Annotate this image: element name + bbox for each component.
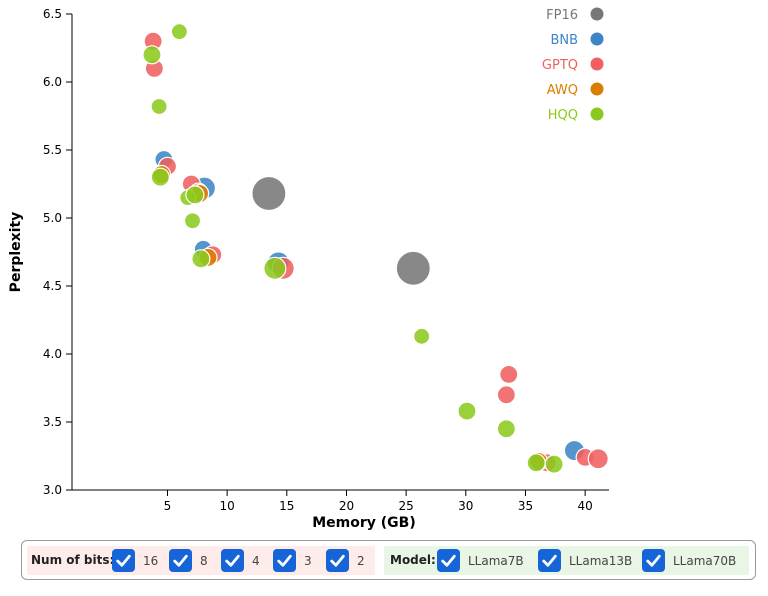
y-tick-label: 5.5 (43, 143, 62, 157)
point-hqq[interactable] (263, 256, 287, 280)
point-hqq[interactable] (150, 97, 168, 116)
y-tick-label: 4.0 (43, 347, 62, 361)
x-tick-label: 35 (518, 499, 533, 513)
bits-8-label: 8 (200, 553, 208, 568)
bits-2-label: 2 (357, 553, 365, 568)
legend: FP16 BNB GPTQ AWQ HQQ (542, 7, 604, 123)
point-hqq[interactable] (142, 45, 162, 65)
model-option-llama70b[interactable]: LLama70B (642, 547, 736, 574)
points-layer (142, 23, 609, 474)
bits-option-4[interactable]: 4 (221, 547, 260, 574)
point-hqq[interactable] (191, 249, 211, 269)
x-tick-label: 10 (219, 499, 234, 513)
y-tick-label: 3.5 (43, 415, 62, 429)
point-hqq[interactable] (150, 167, 170, 187)
y-tick-label: 6.5 (43, 7, 62, 21)
llama13b-label: LLama13B (569, 553, 633, 568)
point-gptq[interactable] (499, 364, 519, 384)
scatter-chart: 3.0 3.5 4.0 4.5 5.0 5.5 6.0 6.5 5 10 15 20 25 30 35 40… (8, 7, 609, 531)
x-axis-ticks: 5 10 15 20 25 30 35 40 (164, 490, 593, 513)
legend-label-fp16: FP16 (546, 8, 578, 23)
llama13b-checkbox[interactable] (538, 549, 561, 572)
bits-4-label: 4 (252, 553, 260, 568)
legend-label-gptq: GPTQ (542, 58, 578, 73)
point-hqq[interactable] (544, 454, 564, 474)
checkmark-icon (542, 554, 557, 567)
checkmark-icon (646, 554, 661, 567)
x-axis-title: Memory (GB) (312, 515, 416, 531)
point-hqq[interactable] (496, 419, 516, 439)
y-axis-title: Perplexity (8, 212, 24, 293)
point-fp16[interactable] (251, 175, 287, 212)
checkmark-icon (173, 554, 188, 567)
checkmark-icon (277, 554, 292, 567)
point-fp16[interactable] (395, 250, 431, 286)
legend-label-bnb: BNB (550, 33, 578, 48)
legend-marker-awq (590, 82, 604, 96)
llama7b-checkbox[interactable] (437, 549, 460, 572)
bits-4-checkbox[interactable] (221, 549, 244, 572)
bits-option-8[interactable]: 8 (169, 547, 208, 574)
y-tick-label: 6.0 (43, 75, 62, 89)
bits-3-checkbox[interactable] (273, 549, 296, 572)
point-hqq[interactable] (185, 185, 205, 205)
bits-2-checkbox[interactable] (326, 549, 349, 572)
model-option-llama13b[interactable]: LLama13B (538, 547, 632, 574)
checkmark-icon (441, 554, 456, 567)
legend-marker-bnb (590, 32, 604, 46)
bits-16-label: 16 (143, 553, 159, 568)
model-option-llama7b[interactable]: LLama7B (437, 547, 524, 574)
llama70b-checkbox[interactable] (642, 549, 665, 572)
filter-controls: Num of bits: 16 8 4 3 2 Model: LLama7B (21, 540, 756, 580)
x-tick-label: 15 (279, 499, 294, 513)
y-axis-ticks: 3.0 3.5 4.0 4.5 5.0 5.5 6.0 6.5 (43, 7, 72, 497)
point-gptq[interactable] (587, 448, 609, 470)
x-tick-label: 40 (577, 499, 592, 513)
legend-label-awq: AWQ (547, 83, 578, 98)
bits-option-3[interactable]: 3 (273, 547, 312, 574)
bits-16-checkbox[interactable] (112, 549, 135, 572)
bits-8-checkbox[interactable] (169, 549, 192, 572)
point-hqq[interactable] (526, 453, 546, 473)
bits-option-2[interactable]: 2 (326, 547, 365, 574)
model-filter-label: Model: (390, 553, 436, 567)
x-tick-label: 30 (458, 499, 473, 513)
checkmark-icon (116, 554, 131, 567)
point-hqq[interactable] (457, 401, 477, 421)
y-tick-label: 4.5 (43, 279, 62, 293)
legend-marker-hqq (590, 107, 604, 121)
point-hqq[interactable] (183, 212, 202, 230)
point-hqq[interactable] (413, 327, 431, 345)
bits-filter-group: Num of bits: 16 8 4 3 2 (27, 546, 375, 575)
x-tick-label: 5 (164, 499, 172, 513)
point-gptq[interactable] (496, 385, 516, 405)
y-tick-label: 3.0 (43, 483, 62, 497)
legend-label-hqq: HQQ (548, 108, 578, 123)
checkmark-icon (330, 554, 345, 567)
llama70b-label: LLama70B (673, 553, 737, 568)
y-tick-label: 5.0 (43, 211, 62, 225)
bits-option-16[interactable]: 16 (112, 547, 158, 574)
checkmark-icon (225, 554, 240, 567)
legend-marker-fp16 (590, 7, 604, 21)
llama7b-label: LLama7B (468, 553, 524, 568)
bits-filter-label: Num of bits: (31, 553, 115, 567)
x-tick-label: 20 (339, 499, 354, 513)
model-filter-group: Model: LLama7B LLama13B LLama70B (384, 546, 749, 575)
legend-marker-gptq (590, 57, 604, 71)
point-hqq[interactable] (170, 23, 188, 41)
bits-3-label: 3 (304, 553, 312, 568)
x-tick-label: 25 (398, 499, 413, 513)
